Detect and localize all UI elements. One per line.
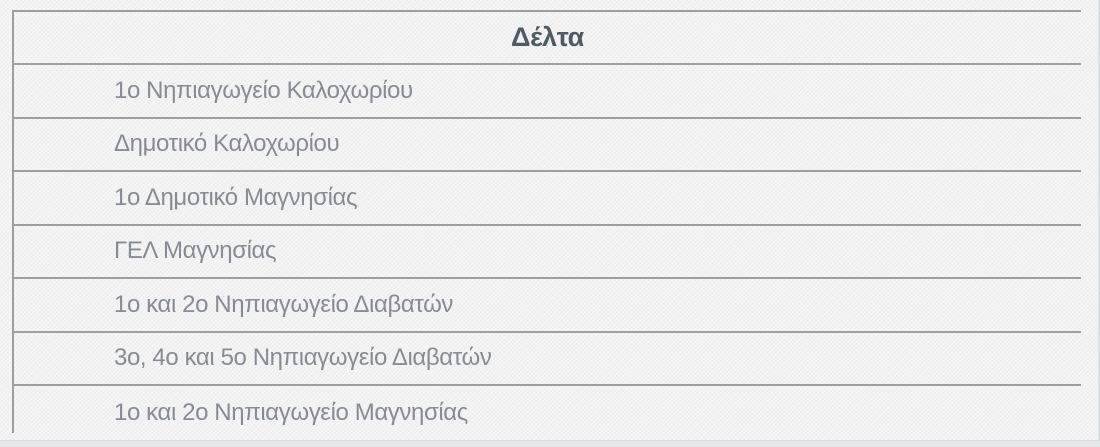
- school-name: 1ο Νηπιαγωγείο Καλοχωρίου: [114, 76, 413, 104]
- school-name: 1ο και 2ο Νηπιαγωγείο Διαβατών: [114, 290, 454, 318]
- school-name: Δημοτικό Καλοχωρίου: [114, 130, 340, 158]
- school-name: 3ο, 4ο και 5ο Νηπιαγωγείο Διαβατών: [114, 344, 492, 372]
- table-header-row: Δέλτα: [14, 12, 1081, 65]
- bottom-edge-strip: [0, 440, 1100, 447]
- table-row: 1ο Νηπιαγωγείο Καλοχωρίου: [14, 65, 1081, 119]
- school-name: 1ο Δημοτικό Μαγνησίας: [114, 183, 358, 211]
- table-row: 1ο και 2ο Νηπιαγωγείο Μαγνησίας: [14, 386, 1081, 433]
- table-row: 1ο και 2ο Νηπιαγωγείο Διαβατών: [14, 279, 1081, 333]
- table-header-title: Δέλτα: [510, 22, 584, 52]
- right-edge-divider: [1098, 0, 1100, 447]
- table-row: ΓΕΛ Μαγνησίας: [14, 226, 1081, 279]
- school-name: 1ο και 2ο Νηπιαγωγείο Μαγνησίας: [114, 398, 468, 426]
- school-name: ΓΕΛ Μαγνησίας: [114, 237, 277, 265]
- table-row: Δημοτικό Καλοχωρίου: [14, 119, 1081, 172]
- table-row: 1ο Δημοτικό Μαγνησίας: [14, 172, 1081, 226]
- schools-table: Δέλτα 1ο Νηπιαγωγείο Καλοχωρίου Δημοτικό …: [12, 10, 1081, 433]
- table-row: 3ο, 4ο και 5ο Νηπιαγωγείο Διαβατών: [14, 333, 1081, 386]
